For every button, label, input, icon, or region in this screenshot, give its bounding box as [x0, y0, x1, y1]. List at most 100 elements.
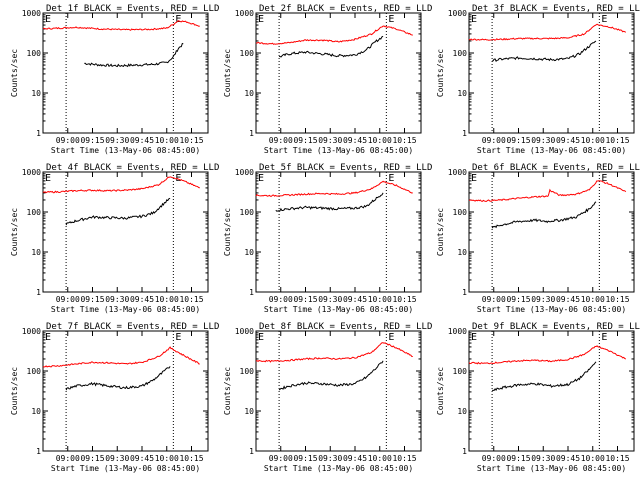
interval-marker-start: E [45, 14, 51, 25]
lld-series-line [42, 176, 200, 194]
y-tick-label: 1000 [22, 327, 41, 336]
x-tick-label: 09:30 [105, 454, 129, 463]
x-tick-label: 09:30 [318, 454, 342, 463]
x-tick-label: 09:15 [80, 295, 104, 304]
y-tick-label: 1000 [235, 9, 254, 18]
lld-series-line [468, 23, 627, 41]
plot-frame [255, 12, 422, 134]
y-axis-label: Counts/sec [436, 208, 445, 256]
x-tick-label: 09:45 [130, 295, 154, 304]
x-tick-label: 10:15 [392, 295, 416, 304]
y-axis-label: Counts/sec [10, 367, 19, 415]
y-tick-label: 100 [27, 49, 42, 58]
x-tick-label: 09:30 [531, 295, 555, 304]
x-tick-label: 10:15 [392, 136, 416, 145]
interval-marker-start: E [471, 332, 477, 343]
x-tick-label: 10:15 [179, 454, 203, 463]
plot-frame [468, 171, 635, 293]
interval-marker-start: E [258, 14, 264, 25]
x-tick-label: 10:00 [581, 136, 605, 145]
y-tick-label: 10 [244, 407, 254, 416]
y-tick-label: 10 [31, 89, 41, 98]
y-tick-label: 10 [457, 89, 467, 98]
chart-title: Det 9f BLACK = Events, RED = LLD [472, 322, 640, 332]
x-tick-label: 09:00 [269, 295, 293, 304]
x-tick-label: 10:00 [155, 136, 179, 145]
lld-series-line [42, 20, 200, 31]
x-tick-label: 09:45 [343, 136, 367, 145]
x-tick-label: 10:15 [392, 454, 416, 463]
y-axis-label: Counts/sec [10, 208, 19, 256]
y-tick-label: 1000 [448, 9, 467, 18]
chart-title: Det 6f BLACK = Events, RED = LLD [472, 163, 640, 173]
y-tick-label: 1000 [235, 327, 254, 336]
y-tick-label: 100 [453, 367, 468, 376]
x-tick-label: 09:15 [506, 295, 530, 304]
y-tick-label: 10 [244, 248, 254, 257]
y-tick-label: 1 [462, 288, 467, 297]
interval-marker-start: E [45, 173, 51, 184]
y-tick-label: 100 [453, 208, 468, 217]
y-tick-label: 1 [462, 129, 467, 138]
x-tick-label: 09:15 [293, 295, 317, 304]
y-tick-label: 1 [36, 288, 41, 297]
events-series-line [491, 201, 597, 229]
x-tick-label: 09:30 [105, 295, 129, 304]
y-tick-label: 100 [27, 367, 42, 376]
y-axis-label: Counts/sec [436, 367, 445, 415]
plot-frame [468, 330, 635, 452]
interval-marker-end: E [388, 332, 394, 343]
events-series-line [84, 42, 184, 68]
x-tick-label: 09:15 [506, 454, 530, 463]
x-tick-label: 09:15 [506, 136, 530, 145]
events-series-line [65, 197, 171, 226]
plot-frame [468, 12, 635, 134]
interval-marker-end: E [601, 14, 607, 25]
x-tick-label: 09:45 [556, 136, 580, 145]
x-tick-label: 09:45 [556, 454, 580, 463]
lld-series-line [468, 345, 627, 365]
x-tick-label: 09:00 [56, 454, 80, 463]
chart-title: Det 1f BLACK = Events, RED = LLD [46, 4, 219, 14]
x-tick-label: 10:15 [605, 454, 629, 463]
y-tick-label: 1000 [22, 168, 41, 177]
x-tick-label: 10:15 [179, 295, 203, 304]
interval-marker-end: E [388, 14, 394, 25]
lld-series-line [255, 342, 413, 363]
x-tick-label: 09:15 [80, 136, 104, 145]
y-tick-label: 10 [244, 89, 254, 98]
chart-title: Det 7f BLACK = Events, RED = LLD [46, 322, 219, 332]
interval-marker-start: E [258, 332, 264, 343]
x-tick-label: 09:00 [482, 454, 506, 463]
events-series-line [278, 360, 384, 391]
x-tick-label: 09:15 [293, 136, 317, 145]
y-tick-label: 100 [27, 208, 42, 217]
x-tick-label: 09:30 [531, 454, 555, 463]
y-tick-label: 1000 [448, 168, 467, 177]
x-axis-label: Start Time (13-May-06 08:45:00) [264, 146, 413, 155]
x-tick-label: 10:00 [368, 454, 392, 463]
x-axis-label: Start Time (13-May-06 08:45:00) [51, 146, 200, 155]
x-axis-label: Start Time (13-May-06 08:45:00) [477, 146, 626, 155]
x-tick-label: 09:30 [105, 136, 129, 145]
y-tick-label: 10 [31, 407, 41, 416]
y-tick-label: 1 [249, 288, 254, 297]
y-tick-label: 1000 [235, 168, 254, 177]
events-series-line [278, 35, 384, 58]
events-series-line [492, 361, 597, 392]
interval-marker-end: E [601, 173, 607, 184]
lld-series-line [468, 180, 627, 202]
x-tick-label: 10:15 [605, 295, 629, 304]
events-series-line [491, 40, 597, 63]
x-tick-label: 09:15 [80, 454, 104, 463]
x-tick-label: 09:30 [318, 136, 342, 145]
x-tick-label: 09:15 [293, 454, 317, 463]
x-tick-label: 09:30 [531, 136, 555, 145]
interval-marker-start: E [471, 14, 477, 25]
y-tick-label: 1 [36, 129, 41, 138]
x-tick-label: 09:00 [56, 136, 80, 145]
x-tick-label: 09:00 [482, 295, 506, 304]
x-tick-label: 10:00 [581, 454, 605, 463]
y-axis-label: Counts/sec [10, 49, 19, 97]
